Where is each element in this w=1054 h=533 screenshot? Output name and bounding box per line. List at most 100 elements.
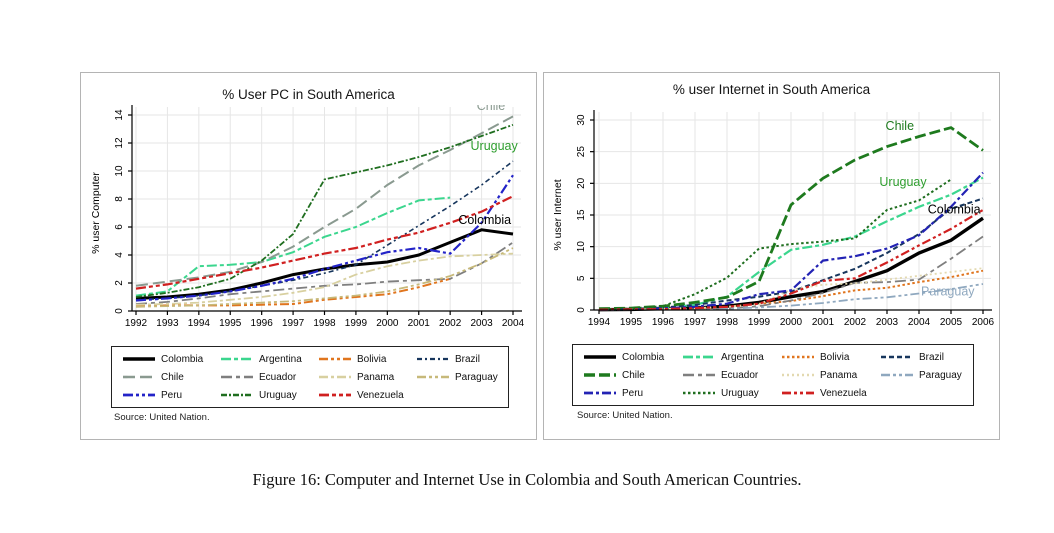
internet-chart-source-note: Source: United Nation. <box>577 410 673 421</box>
x-tick-label: 2005 <box>940 317 963 328</box>
y-tick-label: 0 <box>114 308 125 314</box>
legend-label: Bolivia <box>357 353 387 365</box>
series-venezuela <box>135 195 514 290</box>
y-tick-label: 14 <box>114 109 125 121</box>
x-tick-label: 2004 <box>502 318 525 329</box>
legend-item-ecuador: Ecuador <box>674 367 773 383</box>
legend-swatch-venezuela <box>782 391 814 395</box>
legend-label: Argentina <box>259 353 302 365</box>
legend-label: Ecuador <box>721 369 759 381</box>
legend-swatch-ecuador <box>683 373 715 377</box>
legend-item-argentina: Argentina <box>674 349 773 365</box>
annotation-colombia: Colombia <box>928 203 981 217</box>
x-tick-label: 2002 <box>439 318 462 329</box>
legend-swatch-uruguay <box>683 391 715 395</box>
legend-label: Panama <box>357 371 395 383</box>
y-tick-label: 5 <box>576 275 587 281</box>
x-tick-label: 2003 <box>876 317 899 328</box>
legend-label: Venezuela <box>357 389 404 401</box>
internet-chart-title: % user Internet in South America <box>672 82 871 97</box>
internet-chart-plot: 1994 1995 1996 1997 1998 1999 2000 2001 2002 2003… <box>552 110 995 328</box>
legend-label: Paraguay <box>455 371 498 383</box>
legend-label: Ecuador <box>259 371 297 383</box>
legend-label: Uruguay <box>259 389 297 401</box>
legend-swatch-brazil <box>881 355 913 359</box>
legend-item-panama: Panama <box>773 367 872 383</box>
x-tick-label: 2000 <box>780 317 803 328</box>
legend-swatch-bolivia <box>319 357 351 361</box>
annotation-colombia: Colombia <box>458 213 511 227</box>
series-venezuela <box>598 208 984 311</box>
annotation-uruguay: Uruguay <box>471 139 519 153</box>
legend-swatch-venezuela <box>319 393 351 397</box>
legend-label: Venezuela <box>820 387 867 399</box>
x-tick-label: 2001 <box>812 317 835 328</box>
legend-swatch-paraguay <box>881 373 913 377</box>
legend-item-panama: Panama <box>310 369 408 385</box>
y-tick-label: 2 <box>114 280 125 286</box>
legend-item-chile: Chile <box>114 369 212 385</box>
y-tick-label: 25 <box>576 146 587 158</box>
legend-swatch-chile <box>584 373 616 377</box>
y-tick-label: 4 <box>114 252 125 258</box>
x-tick-label: 1994 <box>188 318 211 329</box>
legend-item-uruguay: Uruguay <box>674 385 773 401</box>
legend-swatch-paraguay <box>417 375 449 379</box>
series-chile <box>135 115 514 287</box>
x-tick-label: 1997 <box>282 318 305 329</box>
x-tick-label: 1996 <box>652 317 675 328</box>
legend-label: Chile <box>622 369 645 381</box>
legend-label: Paraguay <box>919 369 962 381</box>
legend-item-chile: Chile <box>575 367 674 383</box>
x-tick-label: 1998 <box>313 318 336 329</box>
legend-swatch-chile <box>123 375 155 379</box>
legend-swatch-argentina <box>683 355 715 359</box>
y-axis-label: % user Internet <box>552 179 564 250</box>
legend-label: Peru <box>622 387 644 399</box>
legend-swatch-panama <box>319 375 351 379</box>
legend-item-uruguay: Uruguay <box>212 387 310 403</box>
series-chile <box>598 126 984 311</box>
annotation-paraguay: Paraguay <box>921 284 975 298</box>
legend-label: Uruguay <box>721 387 759 399</box>
legend-item-colombia: Colombia <box>114 351 212 367</box>
legend-item-argentina: Argentina <box>212 351 310 367</box>
legend-label: Argentina <box>721 351 764 363</box>
legend-swatch-bolivia <box>782 355 814 359</box>
series-peru <box>598 171 984 311</box>
y-tick-label: 6 <box>114 224 125 230</box>
x-tick-label: 2000 <box>376 318 399 329</box>
legend-label: Chile <box>161 371 184 383</box>
y-tick-label: 15 <box>576 209 587 221</box>
legend-label: Panama <box>820 369 858 381</box>
x-tick-label: 1995 <box>219 318 242 329</box>
pc-chart-legend: Colombia Argentina Bolivia Brazil Chile Ecuad… <box>111 346 509 408</box>
legend-swatch-peru <box>123 393 155 397</box>
legend-item-paraguay: Paraguay <box>872 367 971 383</box>
x-tick-label: 2001 <box>408 318 431 329</box>
legend-swatch-colombia <box>584 355 616 359</box>
legend-item-venezuela: Venezuela <box>773 385 872 401</box>
legend-swatch-argentina <box>221 357 253 361</box>
series-paraguay <box>598 283 984 311</box>
legend-item-brazil: Brazil <box>872 349 971 365</box>
legend-label: Brazil <box>455 353 481 365</box>
y-tick-label: 10 <box>576 241 587 253</box>
x-tick-label: 2004 <box>908 317 931 328</box>
series-argentina <box>135 196 451 297</box>
y-tick-label: 0 <box>576 307 587 313</box>
annotation-uruguay: Uruguay <box>879 175 927 189</box>
legend-swatch-ecuador <box>221 375 253 379</box>
legend-item-colombia: Colombia <box>575 349 674 365</box>
x-tick-label: 1999 <box>345 318 368 329</box>
legend-label: Peru <box>161 389 183 401</box>
internet-chart-legend: Colombia Argentina Bolivia Brazil Chile Ecuad… <box>572 344 974 406</box>
x-tick-label: 2006 <box>972 317 995 328</box>
annotation-chile: Chile <box>886 119 915 133</box>
x-tick-label: 2002 <box>844 317 867 328</box>
legend-item-bolivia: Bolivia <box>310 351 408 367</box>
series-ecuador <box>135 241 514 305</box>
pc-chart-title: % User PC in South America <box>222 87 395 102</box>
x-tick-label: 1992 <box>125 318 148 329</box>
legend-label: Colombia <box>622 351 665 363</box>
